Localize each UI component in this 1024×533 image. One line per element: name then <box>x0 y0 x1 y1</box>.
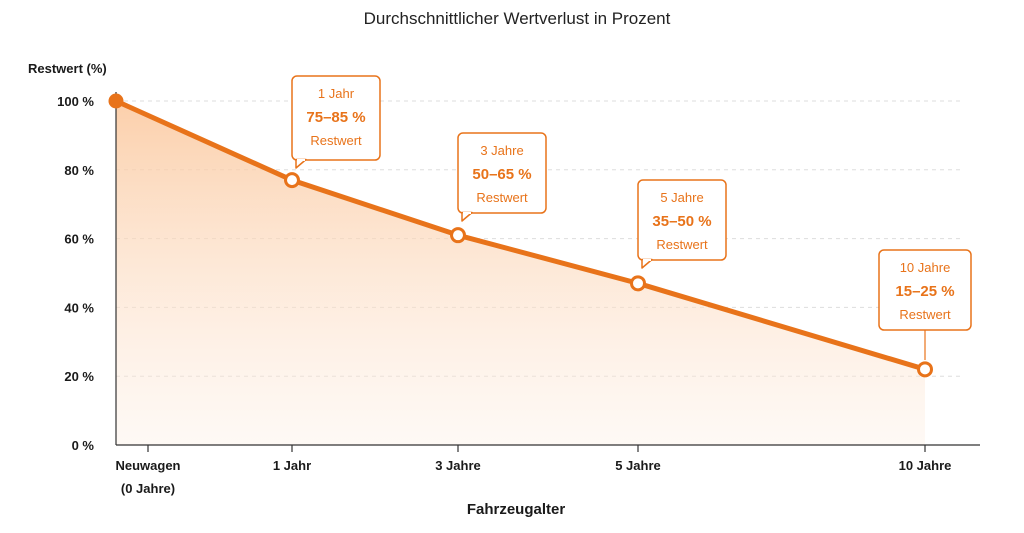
tick-labels: 0 % 20 % 40 % 60 % 80 % 100 % Neuwagen (0 Jahre… <box>57 94 951 496</box>
annotation-caption: Restwert <box>899 307 951 322</box>
annotation-caption: Restwert <box>476 190 528 205</box>
annotation-caption: Restwert <box>656 237 708 252</box>
annotation-period: 10 Jahre <box>900 260 951 275</box>
annotation-callout: 10 Jahre 15–25 % Restwert <box>878 249 972 360</box>
x-tick-label: 5 Jahre <box>615 458 661 473</box>
annotation-range: 75–85 % <box>306 109 365 126</box>
area-shape <box>116 101 925 445</box>
data-point <box>284 172 300 189</box>
x-tick-label: (0 Jahre) <box>121 481 175 496</box>
annotation-box <box>637 179 727 261</box>
y-tick-label: 40 % <box>64 300 94 315</box>
x-tick-label: 1 Jahr <box>273 458 311 473</box>
annotation-caption: Restwert <box>310 133 362 148</box>
y-tick-label: 0 % <box>72 438 95 453</box>
annotation-callout: 3 Jahre 50–65 % Restwert <box>457 132 547 222</box>
chart-title: Durchschnittlicher Wertverlust in Prozen… <box>364 9 671 28</box>
annotations: 1 Jahr 75–85 % Restwert 3 Jahre 50–65 % Restw… <box>291 75 972 360</box>
x-tick-label: Neuwagen <box>115 458 180 473</box>
annotation-range: 15–25 % <box>895 283 954 300</box>
data-point <box>450 227 466 244</box>
annotation-box <box>291 75 381 161</box>
x-axis-label: Fahrzeugalter <box>467 501 566 518</box>
area-fill <box>116 101 925 445</box>
axes <box>115 92 980 452</box>
data-point <box>917 361 933 378</box>
annotation-period: 5 Jahre <box>660 190 703 205</box>
y-axis-label: Restwert (%) <box>28 61 107 76</box>
data-point <box>630 275 646 292</box>
annotation-range: 50–65 % <box>472 166 531 183</box>
annotation-period: 1 Jahr <box>318 86 355 101</box>
y-tick-label: 100 % <box>57 94 94 109</box>
annotation-box <box>457 132 547 214</box>
y-tick-label: 80 % <box>64 163 94 178</box>
data-point <box>108 93 124 109</box>
annotation-period: 3 Jahre <box>480 143 523 158</box>
x-tick-label: 3 Jahre <box>435 458 481 473</box>
annotation-callout: 1 Jahr 75–85 % Restwert <box>291 75 381 169</box>
annotation-range: 35–50 % <box>652 213 711 230</box>
data-points <box>108 93 933 378</box>
x-tick-label: 10 Jahre <box>899 458 952 473</box>
annotation-callout: 5 Jahre 35–50 % Restwert <box>637 179 727 269</box>
y-tick-label: 20 % <box>64 369 94 384</box>
y-tick-label: 60 % <box>64 232 94 247</box>
